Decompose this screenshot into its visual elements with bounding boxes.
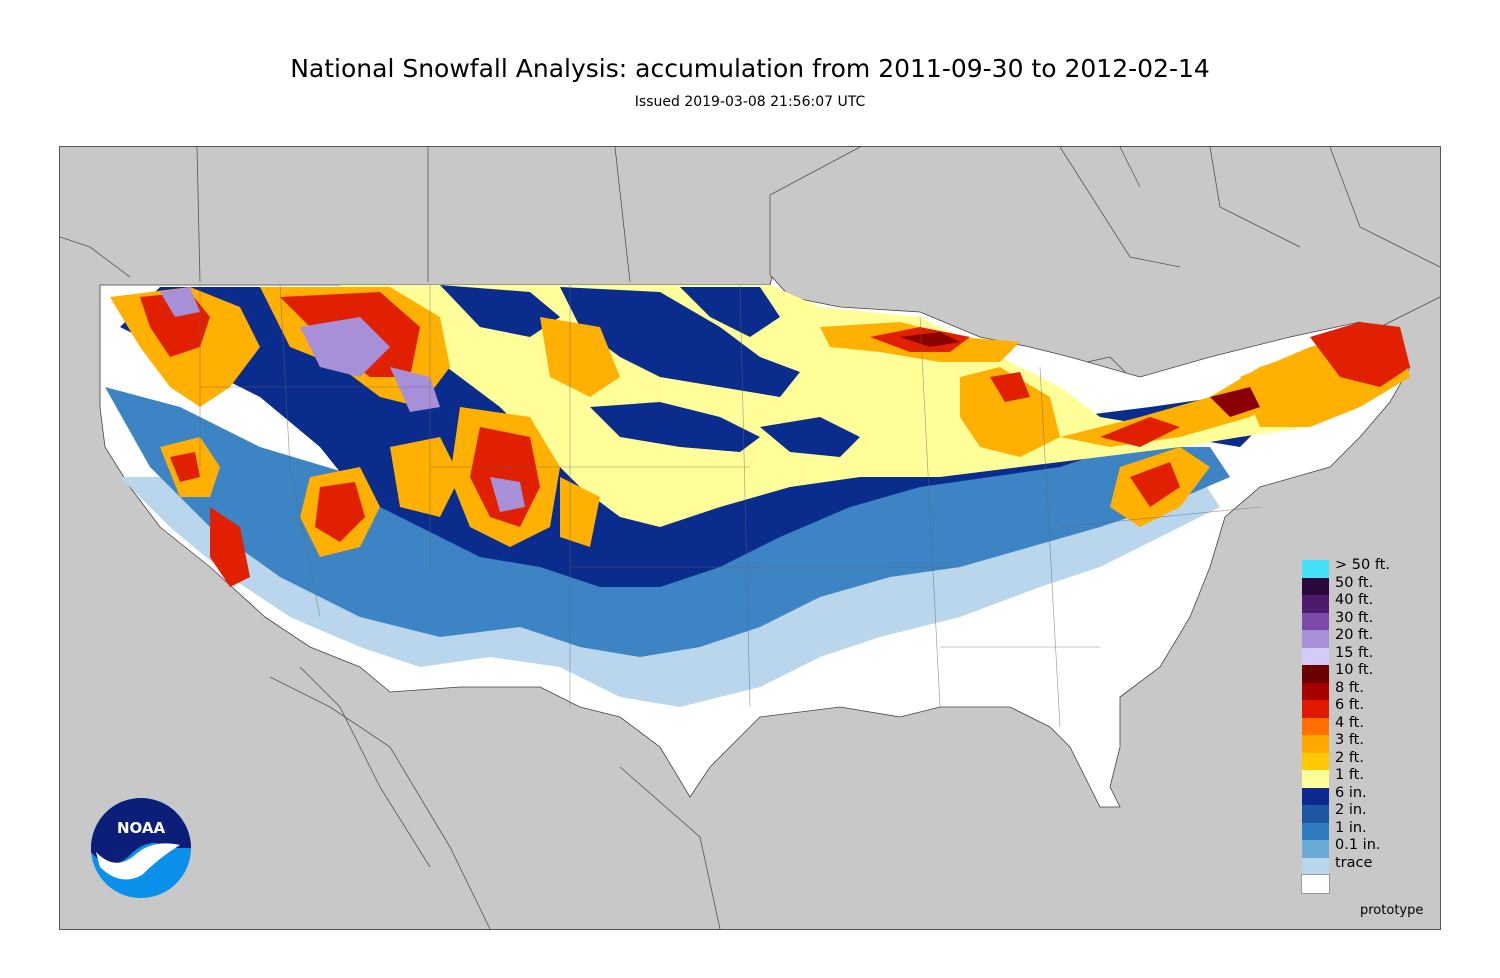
legend-label: 2 in.: [1335, 802, 1367, 818]
legend-label: 15 ft.: [1335, 644, 1374, 661]
legend-label: 1 in.: [1335, 819, 1367, 836]
legend-label: 40 ft.: [1335, 592, 1374, 608]
noaa-logo-icon: NOAA: [91, 798, 191, 898]
legend-label: 10 ft.: [1335, 662, 1374, 678]
legend-label: 6 ft.: [1335, 697, 1364, 713]
legend-label: 1 ft.: [1335, 767, 1364, 783]
legend-swatch: [1302, 752, 1329, 770]
legend-swatch: [1302, 665, 1329, 683]
legend-swatch: [1302, 612, 1329, 630]
legend-swatch: [1302, 805, 1329, 823]
legend-label: 50 ft.: [1335, 574, 1374, 591]
map-title: National Snowfall Analysis: accumulation…: [290, 54, 1210, 83]
legend-swatch: [1302, 840, 1329, 858]
legend-swatch: [1302, 647, 1329, 665]
lake-effect-snow: [820, 322, 1410, 527]
legend-swatch: [1302, 577, 1329, 595]
noaa-logo-text: NOAA: [117, 819, 166, 837]
legend-swatch: [1302, 787, 1329, 805]
state-lines: [199, 284, 1261, 728]
legend-label: > 50 ft.: [1335, 557, 1390, 573]
legend-swatch: [1302, 560, 1329, 578]
legend-label: 20 ft.: [1335, 627, 1374, 643]
map-subtitle: Issued 2019-03-08 21:56:07 UTC: [634, 94, 866, 110]
legend-label: 4 ft.: [1335, 714, 1364, 731]
legend-swatch: [1302, 682, 1329, 700]
legend-label: 30 ft.: [1335, 609, 1374, 626]
legend-swatch: [1301, 874, 1330, 894]
legend-swatch: [1302, 822, 1329, 840]
legend-label: 2 ft.: [1335, 749, 1364, 766]
snowfall-map: [59, 146, 1441, 930]
map-canvas: [60, 147, 1440, 929]
legend-label: 8 ft.: [1335, 679, 1364, 696]
western-mountain-snow: [110, 287, 620, 587]
legend-swatch: [1302, 857, 1329, 875]
legend-swatch: [1302, 770, 1329, 788]
legend-label: trace: [1335, 854, 1373, 871]
moderate-snow-band: [105, 387, 1230, 657]
legend-swatch: [1302, 595, 1329, 613]
legend-swatch: [1302, 735, 1329, 753]
legend-label: 6 in.: [1335, 784, 1367, 801]
legend-swatch: [1302, 717, 1329, 735]
legend-label: 3 ft.: [1335, 732, 1364, 748]
prototype-note: prototype: [1360, 903, 1424, 918]
legend-swatch: [1302, 630, 1329, 648]
legend-swatch: [1302, 700, 1329, 718]
legend-label: 0.1 in.: [1335, 837, 1381, 853]
plains-dark-patches: [440, 285, 860, 457]
